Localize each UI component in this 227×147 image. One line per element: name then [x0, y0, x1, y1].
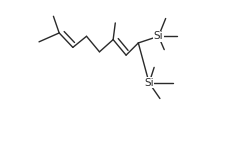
Text: Si: Si [154, 31, 163, 41]
Text: Si: Si [144, 78, 154, 88]
